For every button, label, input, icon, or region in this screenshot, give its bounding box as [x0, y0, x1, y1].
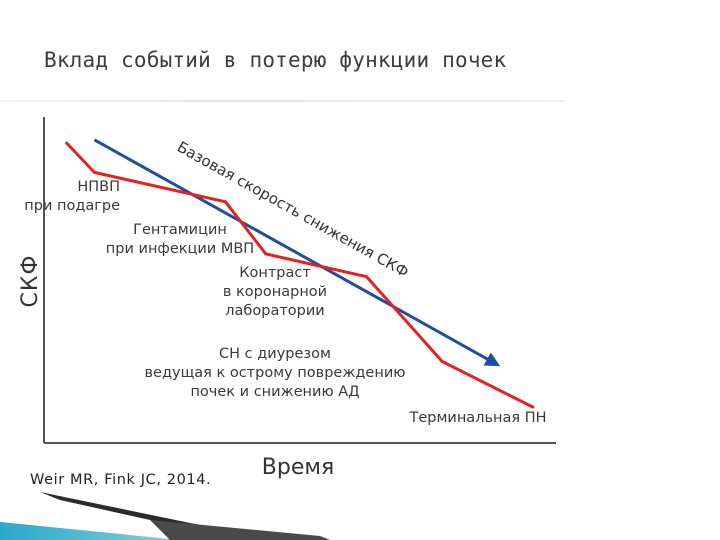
annotation-line: при подагре	[24, 198, 120, 214]
annotation-gentamicin: Гентамицин при инфекции МВП	[106, 222, 254, 257]
annotation-line: лаборатории	[225, 303, 324, 319]
annotation-nsaid: НПВП при подагре	[24, 179, 120, 214]
series-events-point	[223, 200, 227, 204]
series-events-point	[365, 275, 369, 279]
annotation-line: ведущая к острому повреждению	[145, 365, 406, 381]
annotation-contrast: Контраст в коронарной лаборатории	[223, 265, 327, 319]
series-events-point	[531, 405, 535, 409]
annotation-line: при инфекции МВП	[106, 241, 254, 257]
annotation-line: Контраст	[239, 265, 311, 281]
annotation-line: в коронарной	[223, 284, 327, 300]
series-events-point	[264, 252, 268, 256]
series-events-point	[440, 360, 444, 363]
series-events-point	[65, 141, 69, 145]
annotation-hf: СН с диурезом ведущая к острому поврежден…	[145, 346, 406, 400]
title-divider	[0, 100, 565, 102]
x-axis-label: Время	[262, 455, 334, 480]
annotation-esrd: Терминальная ПН	[408, 410, 546, 426]
annotation-line: СН с диурезом	[219, 346, 331, 362]
slide-title: Вклад событий в потерю функции почек	[44, 48, 507, 72]
series-events-point	[92, 170, 96, 174]
y-axis-label: СКФ	[18, 255, 43, 308]
series-baseline-line	[93, 138, 501, 367]
annotation-line: НПВП	[77, 179, 120, 195]
citation: Weir MR, Fink JC, 2014.	[30, 472, 212, 488]
annotation-line: почек и снижению АД	[190, 384, 359, 400]
annotation-line: Терминальная ПН	[408, 410, 546, 426]
annotation-line: Гентамицин	[133, 222, 227, 238]
